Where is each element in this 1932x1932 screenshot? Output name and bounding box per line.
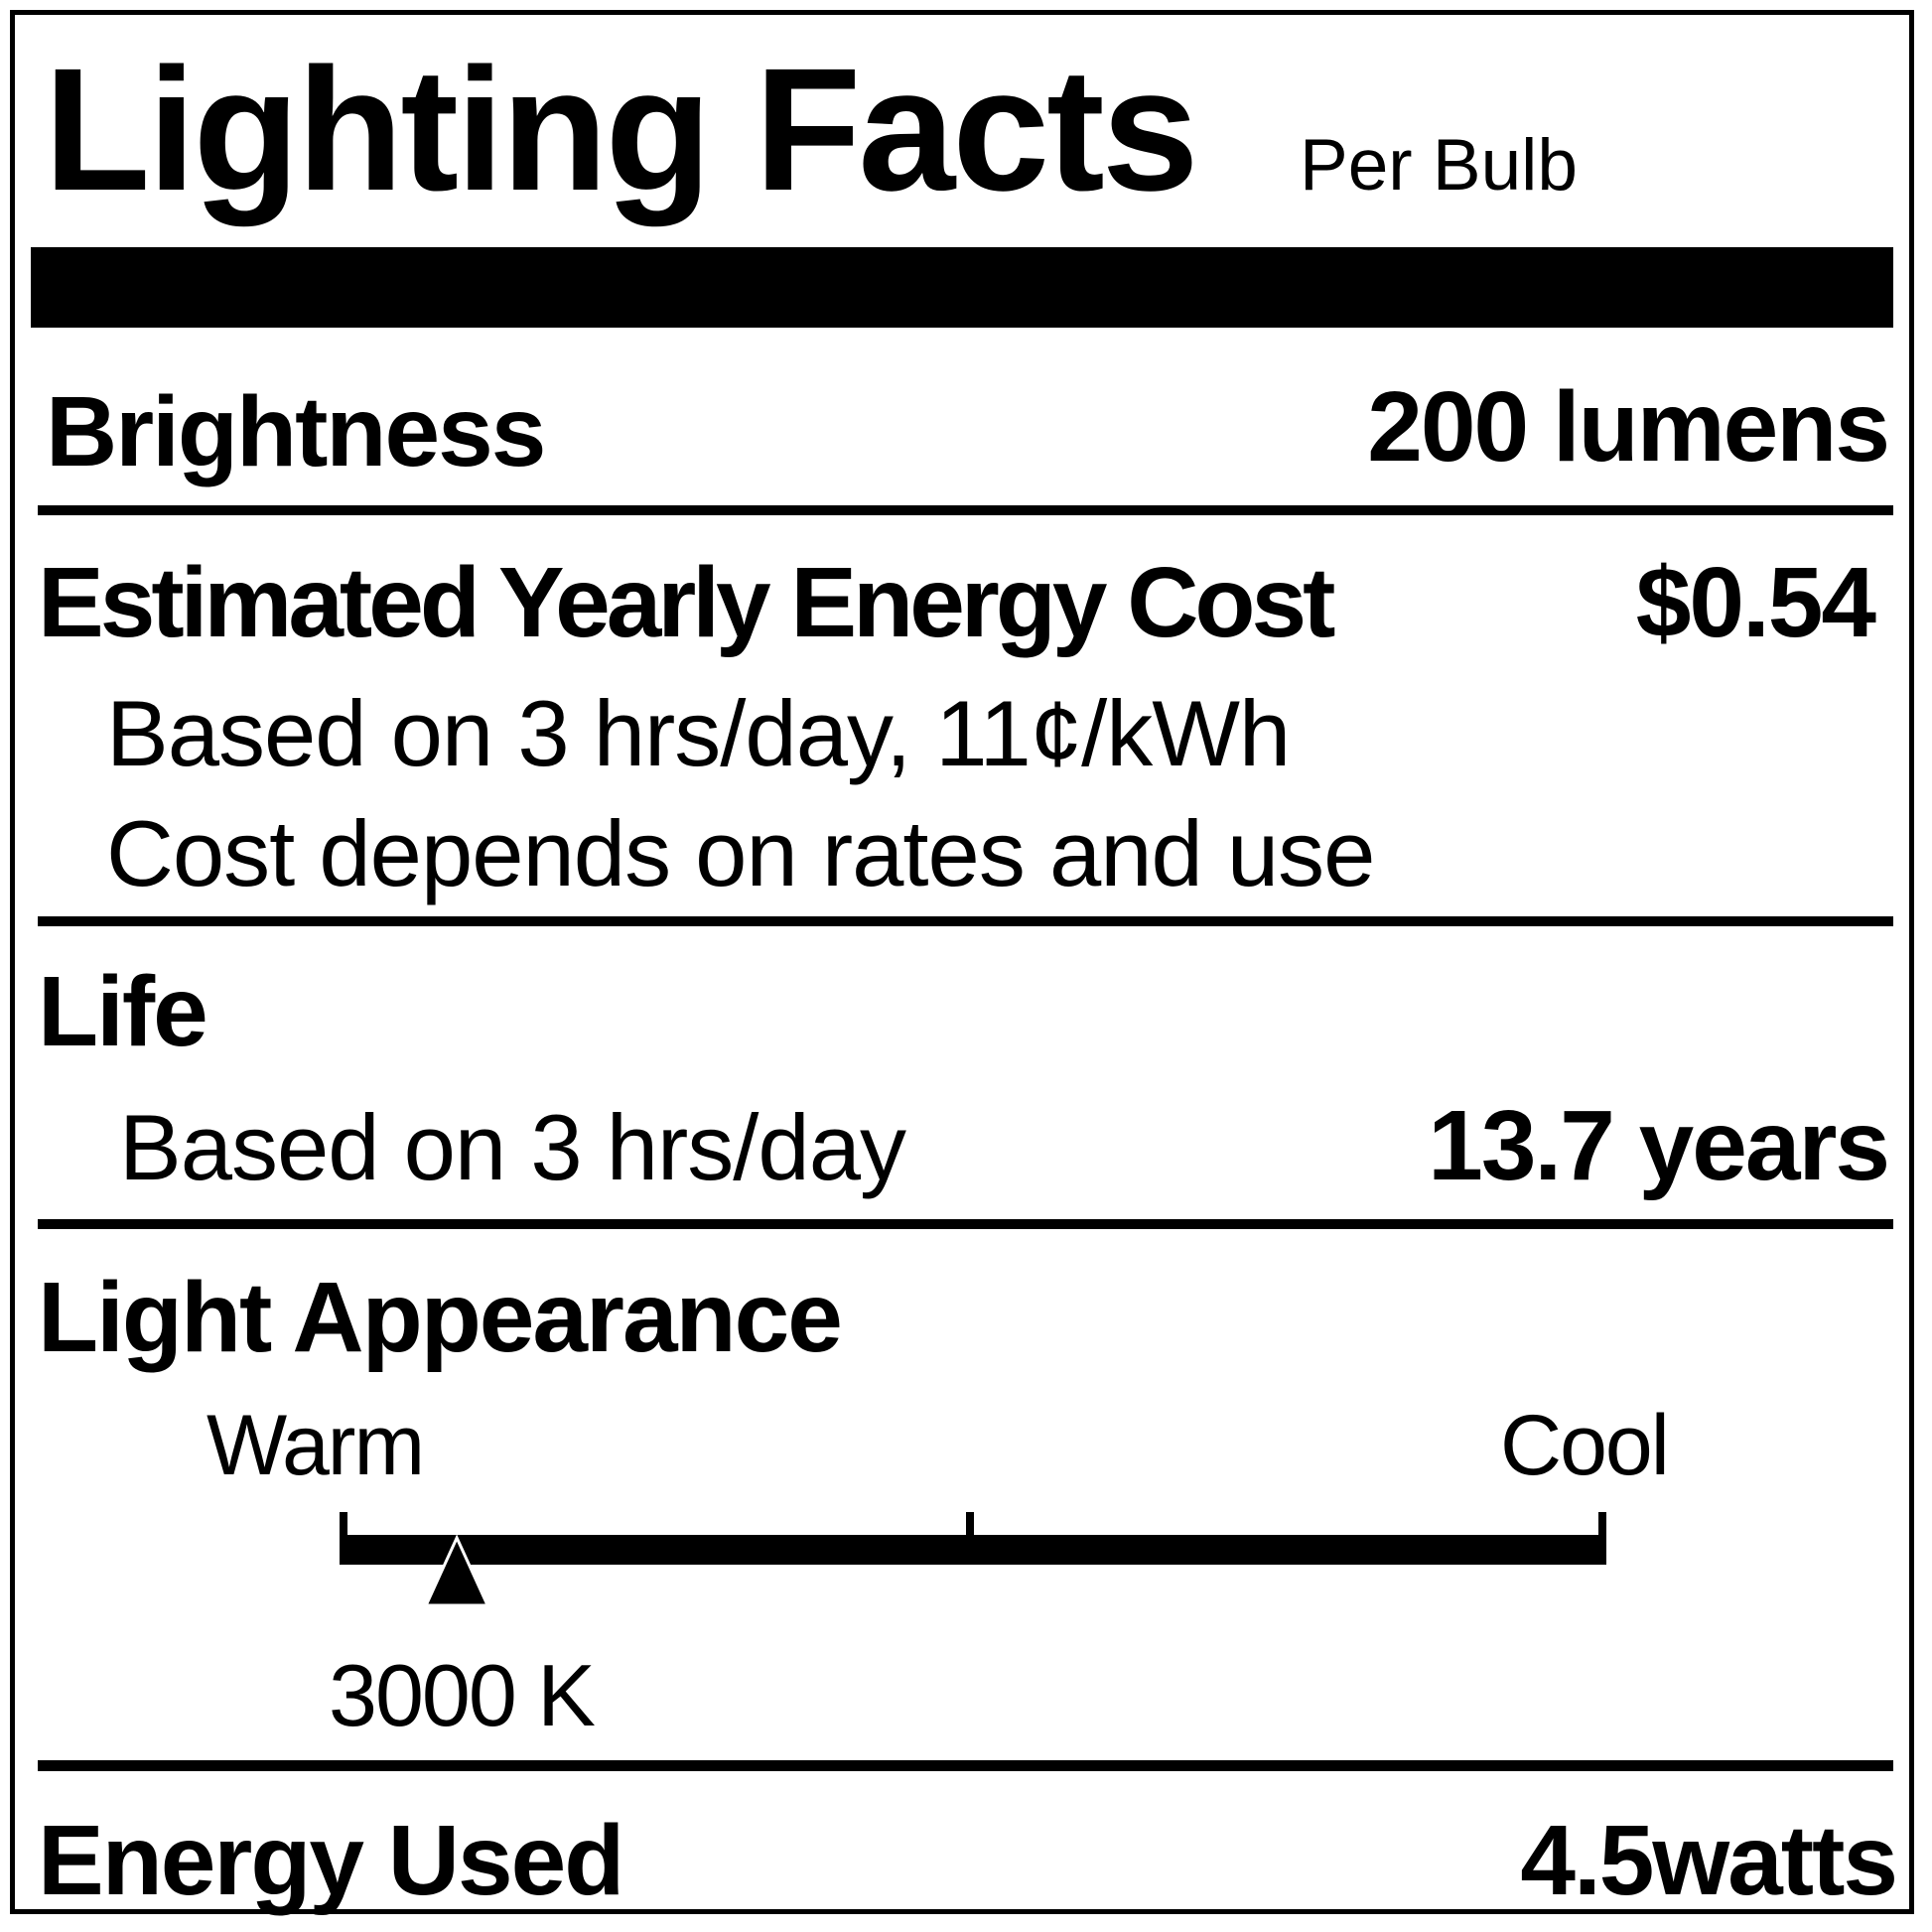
light-appearance-label: Light Appearance [38,1262,843,1373]
energy-cost-note-usage: Cost depends on rates and use [106,801,1375,905]
energy-used-label: Energy Used [38,1805,624,1916]
warm-label: Warm [207,1398,425,1493]
energy-used-value: 4.5watts [1520,1805,1898,1916]
brightness-value: 200 lumens [1367,371,1890,483]
scale-tick-cool [1598,1512,1606,1552]
color-temperature-value: 3000 K [329,1646,596,1744]
label-subtitle: Per Bulb [1300,125,1578,206]
life-value: 13.7 years [1428,1090,1890,1201]
energy-cost-value: $0.54 [1635,547,1876,658]
label-border [10,10,1914,1914]
energy-cost-label: Estimated Yearly Energy Cost [38,547,1335,658]
brightness-label: Brightness [46,376,546,487]
label-title: Lighting Facts [44,33,1199,227]
life-note: Based on 3 hrs/day [119,1095,906,1199]
marker-triangle-icon [423,1534,490,1607]
title-bar [31,247,1893,328]
scale-tick-warm [340,1512,347,1552]
cool-label: Cool [1500,1398,1670,1493]
energy-cost-note-rate: Based on 3 hrs/day, 11¢/kWh [106,681,1291,785]
divider [38,505,1893,515]
scale-tick-mid [966,1512,974,1552]
divider [38,1219,1893,1229]
life-label: Life [38,956,208,1067]
divider [38,916,1893,926]
divider [38,1760,1893,1771]
